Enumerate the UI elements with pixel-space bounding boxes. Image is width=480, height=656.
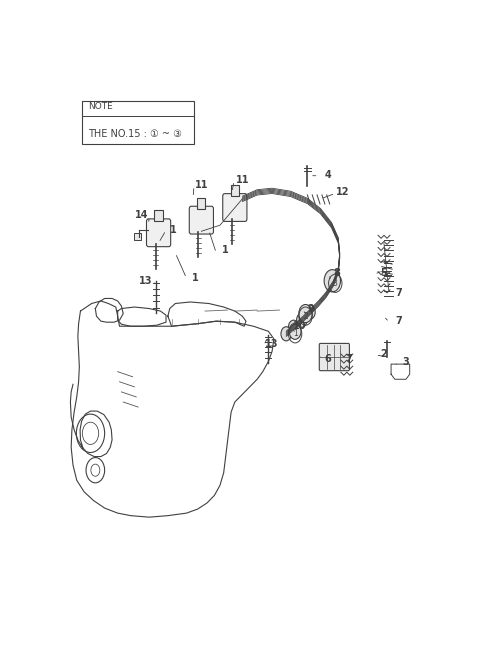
Text: 5: 5 — [380, 268, 387, 278]
Bar — [231, 185, 239, 196]
Text: 1: 1 — [192, 274, 199, 283]
FancyBboxPatch shape — [146, 219, 171, 247]
Circle shape — [281, 327, 291, 341]
Text: THE NO.15 : ① ~ ③: THE NO.15 : ① ~ ③ — [88, 129, 182, 139]
Text: 1: 1 — [293, 329, 298, 338]
Text: 12: 12 — [336, 188, 349, 197]
Text: 13: 13 — [139, 276, 152, 286]
Text: 3: 3 — [403, 357, 409, 367]
Bar — [155, 211, 163, 222]
Text: 7: 7 — [395, 316, 402, 326]
Text: 1: 1 — [222, 245, 229, 255]
Text: 6: 6 — [324, 354, 331, 364]
FancyBboxPatch shape — [189, 206, 214, 234]
Text: 14: 14 — [135, 210, 149, 220]
Text: 9: 9 — [308, 304, 314, 314]
Text: 3: 3 — [333, 279, 338, 288]
FancyBboxPatch shape — [319, 343, 349, 371]
Text: 7: 7 — [345, 354, 352, 364]
Circle shape — [289, 323, 301, 339]
Text: 11: 11 — [194, 180, 208, 190]
Text: 1: 1 — [170, 225, 177, 236]
Text: 7: 7 — [395, 289, 402, 298]
Text: 4: 4 — [324, 170, 331, 180]
Bar — [83, 102, 194, 144]
Circle shape — [299, 304, 312, 323]
Circle shape — [288, 320, 299, 335]
Text: 10: 10 — [293, 321, 307, 331]
Text: NOTE: NOTE — [88, 102, 113, 112]
Text: 2: 2 — [303, 312, 308, 321]
Circle shape — [324, 270, 340, 292]
Text: 11: 11 — [236, 174, 249, 185]
Bar — [134, 233, 141, 240]
FancyBboxPatch shape — [223, 194, 247, 222]
Text: 2: 2 — [380, 349, 387, 359]
Circle shape — [305, 305, 315, 319]
Text: 8: 8 — [334, 268, 341, 278]
Circle shape — [297, 313, 307, 327]
Bar — [197, 197, 205, 209]
Text: 13: 13 — [265, 339, 279, 349]
